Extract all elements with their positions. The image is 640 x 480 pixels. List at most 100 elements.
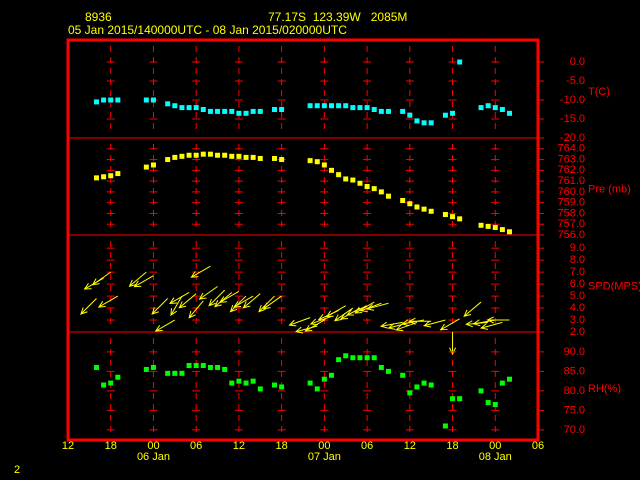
data-point — [492, 224, 498, 230]
data-point — [108, 97, 114, 103]
data-point — [328, 103, 334, 109]
data-point — [229, 380, 235, 386]
date-label: 07 Jan — [308, 451, 341, 463]
data-point — [407, 390, 413, 396]
data-point — [314, 159, 320, 165]
data-point — [400, 198, 406, 204]
data-point — [328, 372, 334, 378]
wind-arrow — [151, 298, 169, 315]
y-axis-label: RH(%) — [588, 383, 621, 395]
data-point — [442, 212, 448, 218]
plot-frame — [66, 38, 540, 442]
data-point — [272, 155, 278, 161]
data-point — [328, 167, 334, 173]
wind-arrow — [198, 286, 218, 300]
data-point — [200, 363, 206, 369]
y-tick-label: 760.0 — [557, 186, 585, 198]
x-tick-label: 06 — [361, 440, 373, 452]
data-point — [478, 105, 484, 111]
data-point — [200, 107, 206, 113]
data-point — [101, 97, 107, 103]
wind-arrow — [128, 271, 147, 288]
x-tick-label: 00 — [318, 440, 330, 452]
data-point — [357, 105, 363, 111]
data-point — [243, 110, 249, 116]
data-point — [428, 208, 434, 214]
wind-arrow — [97, 295, 119, 308]
y-tick-label: -10.0 — [560, 94, 585, 106]
wind-arrow — [439, 318, 460, 331]
data-point — [457, 59, 463, 65]
data-point — [343, 176, 349, 182]
data-point — [485, 223, 491, 229]
data-point — [336, 357, 342, 363]
data-point — [450, 214, 456, 220]
data-point — [492, 402, 498, 408]
y-tick-label: 0.0 — [570, 56, 585, 68]
data-point — [478, 388, 484, 394]
data-point — [172, 154, 178, 160]
y-tick-label: 90.0 — [564, 346, 585, 358]
y-tick-label: 762.0 — [557, 164, 585, 176]
data-point — [200, 151, 206, 157]
data-point — [93, 175, 99, 181]
data-point — [179, 153, 185, 159]
station-location: 77.17S 123.39W 2085M — [268, 10, 407, 24]
data-point — [108, 380, 114, 386]
data-point — [215, 108, 221, 114]
wind-arrow — [366, 302, 389, 311]
data-point — [499, 380, 505, 386]
data-point — [222, 108, 228, 114]
wind-arrow — [486, 316, 510, 324]
page-number: 2 — [14, 464, 20, 476]
data-point — [172, 103, 178, 109]
wind-arrow — [449, 332, 457, 356]
data-point — [272, 382, 278, 388]
data-point — [207, 364, 213, 370]
wind-arrow — [214, 292, 233, 308]
data-point — [507, 229, 513, 235]
data-point — [428, 382, 434, 388]
data-point — [186, 152, 192, 158]
y-tick-label: -20.0 — [560, 132, 585, 144]
wind-arrow — [463, 301, 482, 317]
y-tick-label: 763.0 — [557, 153, 585, 165]
data-point — [400, 108, 406, 114]
data-point — [371, 107, 377, 113]
wind-arrow — [170, 295, 183, 317]
data-point — [385, 368, 391, 374]
wind-arrow — [154, 319, 176, 332]
wind-arrow — [233, 295, 254, 308]
data-point — [442, 112, 448, 118]
data-point — [93, 99, 99, 105]
y-tick-label: 3.0 — [570, 314, 585, 326]
data-point — [307, 103, 313, 109]
data-point — [450, 110, 456, 116]
wind-arrow — [354, 301, 375, 314]
data-point — [243, 154, 249, 160]
data-point — [215, 364, 221, 370]
data-point — [108, 173, 114, 179]
y-tick-label: 80.0 — [564, 385, 585, 397]
y-tick-label: 6.0 — [570, 278, 585, 290]
data-point — [378, 108, 384, 114]
y-tick-label: 761.0 — [557, 175, 585, 187]
data-point — [193, 105, 199, 111]
date-label: 06 Jan — [137, 451, 170, 463]
x-tick-label: 18 — [105, 440, 117, 452]
data-point — [229, 108, 235, 114]
wind-arrow — [423, 319, 446, 328]
data-point — [507, 376, 513, 382]
data-point — [172, 370, 178, 376]
data-point — [250, 154, 256, 160]
data-point — [186, 105, 192, 111]
data-point — [357, 180, 363, 186]
data-point — [371, 355, 377, 361]
x-tick-label: 06 — [190, 440, 202, 452]
wind-arrow — [208, 289, 226, 307]
data-point — [364, 105, 370, 111]
data-point — [378, 364, 384, 370]
wind-arrow — [133, 275, 154, 288]
data-point — [222, 152, 228, 158]
